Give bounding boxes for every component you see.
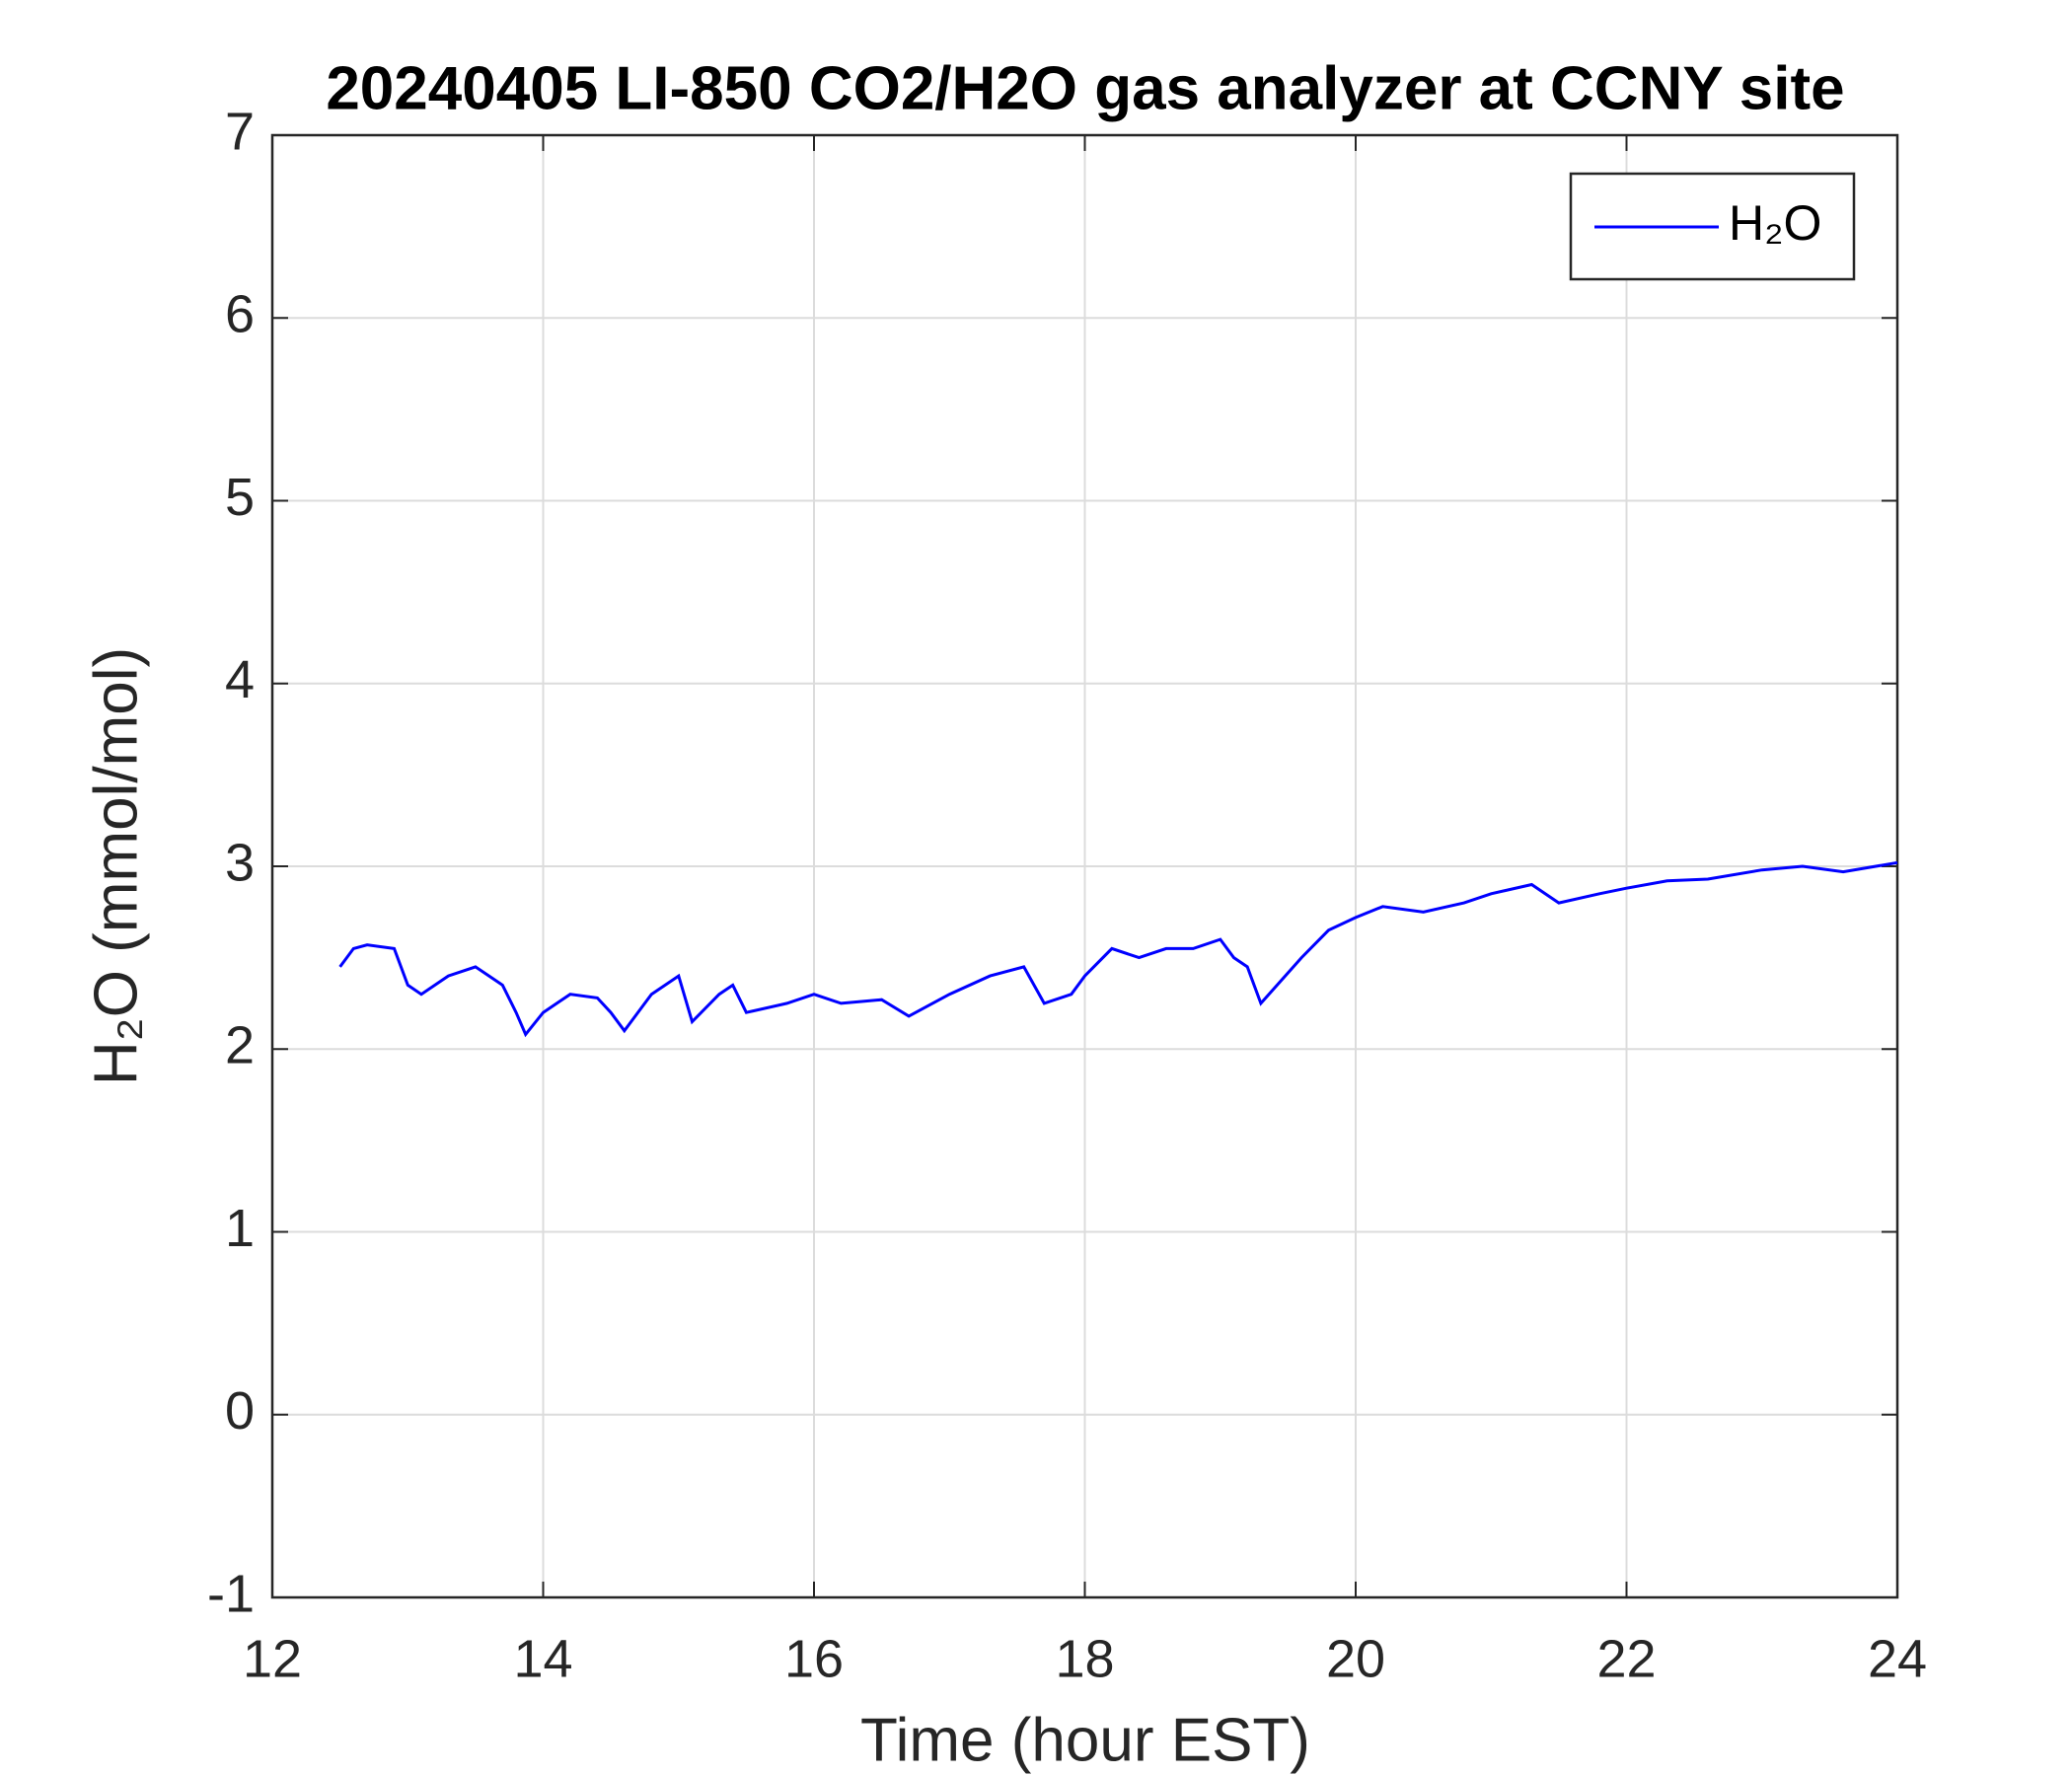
x-tick-label: 18 xyxy=(1055,1629,1114,1688)
y-tick-label: 3 xyxy=(225,833,255,892)
x-tick-label: 16 xyxy=(784,1629,844,1688)
x-tick-label: 14 xyxy=(513,1629,572,1688)
chart-title: 20240405 LI-850 CO2/H2O gas analyzer at … xyxy=(326,54,1844,122)
y-tick-label: 0 xyxy=(225,1381,255,1441)
x-tick-label: 12 xyxy=(243,1629,302,1688)
x-axis-label: Time (hour EST) xyxy=(860,1706,1310,1774)
y-tick-label: 2 xyxy=(225,1016,255,1075)
y-axis-label: H₂O (mmol/mol) xyxy=(82,647,150,1085)
y-tick-label: 1 xyxy=(225,1199,255,1258)
data-line xyxy=(338,860,1898,1038)
y-tick-label: 5 xyxy=(225,468,255,527)
y-tick-label: 4 xyxy=(225,650,255,709)
x-tick-label: 22 xyxy=(1596,1629,1656,1688)
legend-label: H₂O xyxy=(1729,195,1821,251)
x-tick-label: 24 xyxy=(1868,1629,1927,1688)
y-tick-label: 6 xyxy=(225,285,255,344)
legend: H₂O xyxy=(1569,172,1856,281)
y-tick-label: 7 xyxy=(225,102,255,161)
x-tick-label: 20 xyxy=(1326,1629,1385,1688)
plot-frame xyxy=(270,133,1899,1599)
y-tick-label: -1 xyxy=(207,1564,255,1623)
